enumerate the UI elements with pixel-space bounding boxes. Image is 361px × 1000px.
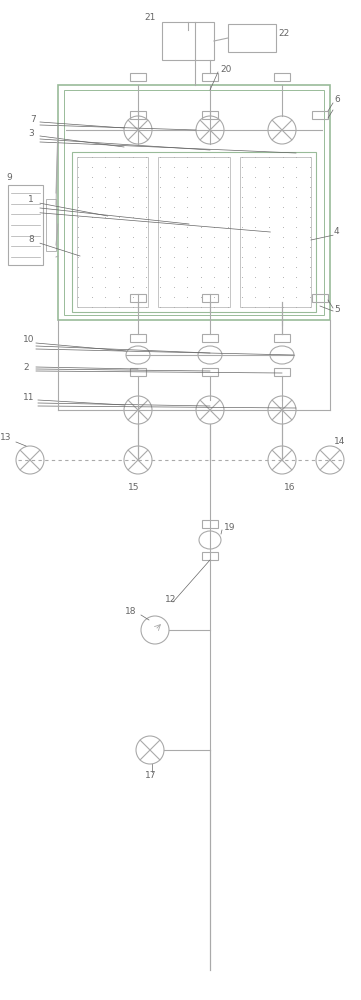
Text: 22: 22 <box>278 29 289 38</box>
Text: 18: 18 <box>125 607 136 616</box>
Bar <box>228 24 276 52</box>
Bar <box>130 73 146 81</box>
Bar <box>202 520 218 528</box>
Bar <box>77 157 148 307</box>
Bar <box>72 152 316 312</box>
Bar <box>202 552 218 560</box>
Bar <box>274 368 290 376</box>
Text: 7: 7 <box>30 115 36 124</box>
Bar <box>312 111 328 119</box>
Bar <box>312 294 328 302</box>
Text: 8: 8 <box>28 235 34 244</box>
Bar <box>202 111 218 119</box>
Text: 9: 9 <box>6 172 12 182</box>
Text: 16: 16 <box>284 484 296 492</box>
Text: 4: 4 <box>334 228 340 236</box>
Text: 1: 1 <box>28 196 34 205</box>
Bar <box>130 334 146 342</box>
Text: 14: 14 <box>334 438 345 446</box>
Bar <box>202 334 218 342</box>
Text: 15: 15 <box>128 484 139 492</box>
Text: 2: 2 <box>23 362 29 371</box>
Text: 10: 10 <box>23 336 35 344</box>
Bar <box>130 111 146 119</box>
Text: 21: 21 <box>144 13 155 22</box>
Text: 12: 12 <box>165 595 177 604</box>
Text: 20: 20 <box>220 66 231 75</box>
Bar <box>274 73 290 81</box>
Text: 13: 13 <box>0 434 12 442</box>
Bar <box>130 368 146 376</box>
Bar <box>64 90 324 315</box>
Bar <box>162 22 214 60</box>
Bar <box>46 199 56 251</box>
Bar <box>202 294 218 302</box>
Bar <box>58 85 330 320</box>
Bar <box>158 157 230 307</box>
Bar <box>130 294 146 302</box>
Bar <box>274 334 290 342</box>
Bar <box>8 185 43 265</box>
Text: 3: 3 <box>28 129 34 138</box>
Text: 19: 19 <box>224 524 235 532</box>
Bar <box>240 157 311 307</box>
Text: 11: 11 <box>23 393 35 402</box>
Text: 5: 5 <box>334 306 340 314</box>
Bar <box>202 73 218 81</box>
Text: 17: 17 <box>145 772 157 780</box>
Bar <box>202 368 218 376</box>
Text: 6: 6 <box>334 96 340 104</box>
